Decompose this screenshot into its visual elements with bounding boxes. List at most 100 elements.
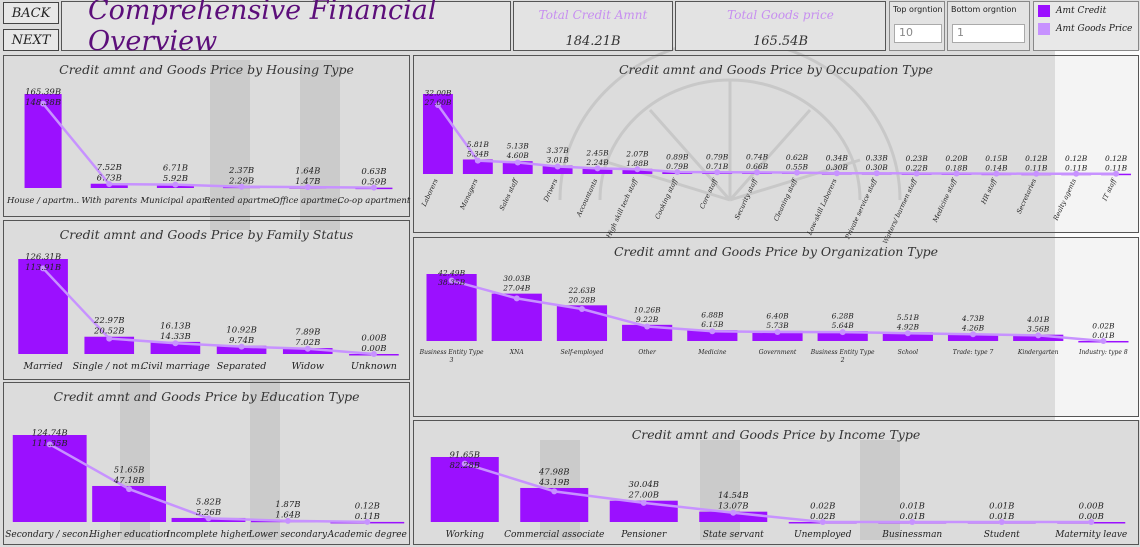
point-amt-goods-price[interactable] bbox=[774, 328, 781, 335]
bar-amt-credit[interactable] bbox=[542, 165, 573, 174]
point-amt-goods-price[interactable] bbox=[730, 509, 737, 516]
label-amt-credit: 0.33B bbox=[866, 154, 889, 163]
next-button[interactable]: NEXT bbox=[3, 29, 59, 51]
point-amt-goods-price[interactable] bbox=[513, 295, 520, 302]
point-amt-goods-price[interactable] bbox=[551, 488, 558, 495]
point-amt-goods-price[interactable] bbox=[172, 181, 179, 188]
bar-amt-credit[interactable] bbox=[216, 345, 267, 354]
point-amt-goods-price[interactable] bbox=[46, 441, 53, 448]
bar-amt-credit[interactable] bbox=[24, 94, 62, 188]
bar-amt-credit[interactable] bbox=[817, 331, 868, 341]
point-amt-goods-price[interactable] bbox=[1033, 170, 1040, 177]
bar-amt-credit[interactable] bbox=[462, 159, 493, 174]
bar-amt-credit[interactable] bbox=[12, 435, 87, 522]
point-amt-goods-price[interactable] bbox=[238, 183, 245, 190]
bar-amt-credit[interactable] bbox=[882, 332, 933, 341]
label-amt-credit: 0.15B bbox=[985, 154, 1008, 163]
category-label: Drivers bbox=[541, 177, 559, 204]
top-organization-input[interactable]: 10 bbox=[894, 24, 942, 43]
kpi-value: 165.54B bbox=[752, 34, 809, 49]
point-amt-goods-price[interactable] bbox=[238, 343, 245, 350]
point-amt-goods-price[interactable] bbox=[448, 277, 455, 284]
point-amt-goods-price[interactable] bbox=[126, 486, 133, 493]
point-amt-goods-price[interactable] bbox=[674, 169, 681, 176]
point-amt-goods-price[interactable] bbox=[1113, 170, 1120, 177]
point-amt-goods-price[interactable] bbox=[998, 518, 1005, 525]
point-amt-goods-price[interactable] bbox=[205, 515, 212, 522]
point-amt-goods-price[interactable] bbox=[284, 517, 291, 524]
bar-amt-credit[interactable] bbox=[622, 324, 673, 341]
point-amt-goods-price[interactable] bbox=[709, 328, 716, 335]
label-amt-credit: 14.54B bbox=[718, 491, 749, 501]
legend-item-credit[interactable]: Amt Credit bbox=[1038, 5, 1134, 17]
point-amt-goods-price[interactable] bbox=[953, 170, 960, 177]
point-amt-goods-price[interactable] bbox=[1035, 332, 1042, 339]
point-amt-goods-price[interactable] bbox=[106, 335, 113, 342]
label-amt-goods-price: 47.18B bbox=[113, 476, 145, 486]
label-amt-goods-price: 0.00B bbox=[1079, 512, 1104, 522]
point-amt-goods-price[interactable] bbox=[370, 351, 377, 357]
chart-title: Credit amnt and Goods Price by Housing T… bbox=[59, 62, 354, 77]
point-amt-goods-price[interactable] bbox=[434, 102, 441, 108]
legend-item-goods-price[interactable]: Amt Goods Price bbox=[1038, 23, 1134, 35]
label-amt-goods-price: 0.01B bbox=[989, 512, 1014, 522]
label-amt-credit: 0.63B bbox=[361, 167, 386, 177]
point-amt-goods-price[interactable] bbox=[578, 306, 585, 313]
point-amt-goods-price[interactable] bbox=[833, 170, 840, 177]
bar-amt-credit[interactable] bbox=[687, 330, 738, 341]
point-amt-goods-price[interactable] bbox=[839, 329, 846, 336]
point-amt-goods-price[interactable] bbox=[909, 518, 916, 525]
label-amt-credit: 6.71B bbox=[163, 164, 188, 174]
point-amt-goods-price[interactable] bbox=[634, 166, 641, 173]
point-amt-goods-price[interactable] bbox=[514, 159, 521, 166]
point-amt-goods-price[interactable] bbox=[40, 265, 47, 272]
chart-panel-family-status: Credit amnt and Goods Price by Family St… bbox=[3, 220, 410, 380]
point-amt-goods-price[interactable] bbox=[970, 331, 977, 338]
bar-amt-credit[interactable] bbox=[699, 511, 768, 522]
point-amt-goods-price[interactable] bbox=[793, 169, 800, 176]
point-amt-goods-price[interactable] bbox=[554, 163, 561, 170]
bottom-organization-input[interactable]: 1 bbox=[952, 24, 1025, 43]
label-amt-credit: 0.00B bbox=[361, 334, 386, 344]
legend-label: Amt Credit bbox=[1056, 6, 1107, 16]
point-amt-goods-price[interactable] bbox=[819, 518, 826, 525]
point-amt-goods-price[interactable] bbox=[40, 100, 47, 107]
category-label: Sales staff bbox=[498, 176, 520, 212]
label-amt-credit: 32.00B bbox=[424, 89, 451, 98]
bar-amt-credit[interactable] bbox=[430, 457, 499, 522]
point-amt-goods-price[interactable] bbox=[370, 184, 377, 191]
label-amt-goods-price: 20.28B bbox=[567, 295, 595, 304]
point-amt-goods-price[interactable] bbox=[644, 323, 651, 330]
point-amt-goods-price[interactable] bbox=[304, 345, 311, 352]
point-amt-goods-price[interactable] bbox=[594, 165, 601, 172]
point-amt-goods-price[interactable] bbox=[904, 330, 911, 337]
point-amt-goods-price[interactable] bbox=[474, 157, 481, 164]
point-amt-goods-price[interactable] bbox=[172, 340, 179, 347]
point-amt-goods-price[interactable] bbox=[1088, 519, 1095, 525]
back-button[interactable]: BACK bbox=[3, 2, 59, 24]
point-amt-goods-price[interactable] bbox=[106, 181, 113, 188]
chart-title: Credit amnt and Goods Price by Income Ty… bbox=[631, 427, 921, 442]
chart-panel-housing-type: Credit amnt and Goods Price by Housing T… bbox=[3, 55, 411, 217]
label-amt-credit: 42.49B bbox=[437, 269, 465, 278]
category-label: Rented apartme.. bbox=[203, 196, 279, 206]
label-amt-credit: 0.20B bbox=[945, 154, 968, 163]
chart-title: Credit amnt and Goods Price by Education… bbox=[53, 389, 360, 404]
bar-amt-credit[interactable] bbox=[18, 259, 68, 354]
bar-amt-credit[interactable] bbox=[609, 500, 678, 522]
bar-amt-credit[interactable] bbox=[84, 336, 135, 354]
point-amt-goods-price[interactable] bbox=[873, 170, 880, 177]
point-amt-goods-price[interactable] bbox=[1073, 170, 1080, 177]
point-amt-goods-price[interactable] bbox=[364, 518, 371, 525]
point-amt-goods-price[interactable] bbox=[993, 170, 1000, 177]
point-amt-goods-price[interactable] bbox=[304, 184, 311, 191]
point-amt-goods-price[interactable] bbox=[461, 460, 468, 467]
bar-amt-credit[interactable] bbox=[752, 330, 803, 341]
label-amt-goods-price: 0.79B bbox=[666, 162, 689, 171]
point-amt-goods-price[interactable] bbox=[754, 169, 761, 176]
point-amt-goods-price[interactable] bbox=[640, 499, 647, 506]
point-amt-goods-price[interactable] bbox=[913, 170, 920, 177]
point-amt-goods-price[interactable] bbox=[714, 169, 721, 176]
point-amt-goods-price[interactable] bbox=[1100, 337, 1107, 344]
label-amt-goods-price: 3.01B bbox=[547, 156, 570, 165]
